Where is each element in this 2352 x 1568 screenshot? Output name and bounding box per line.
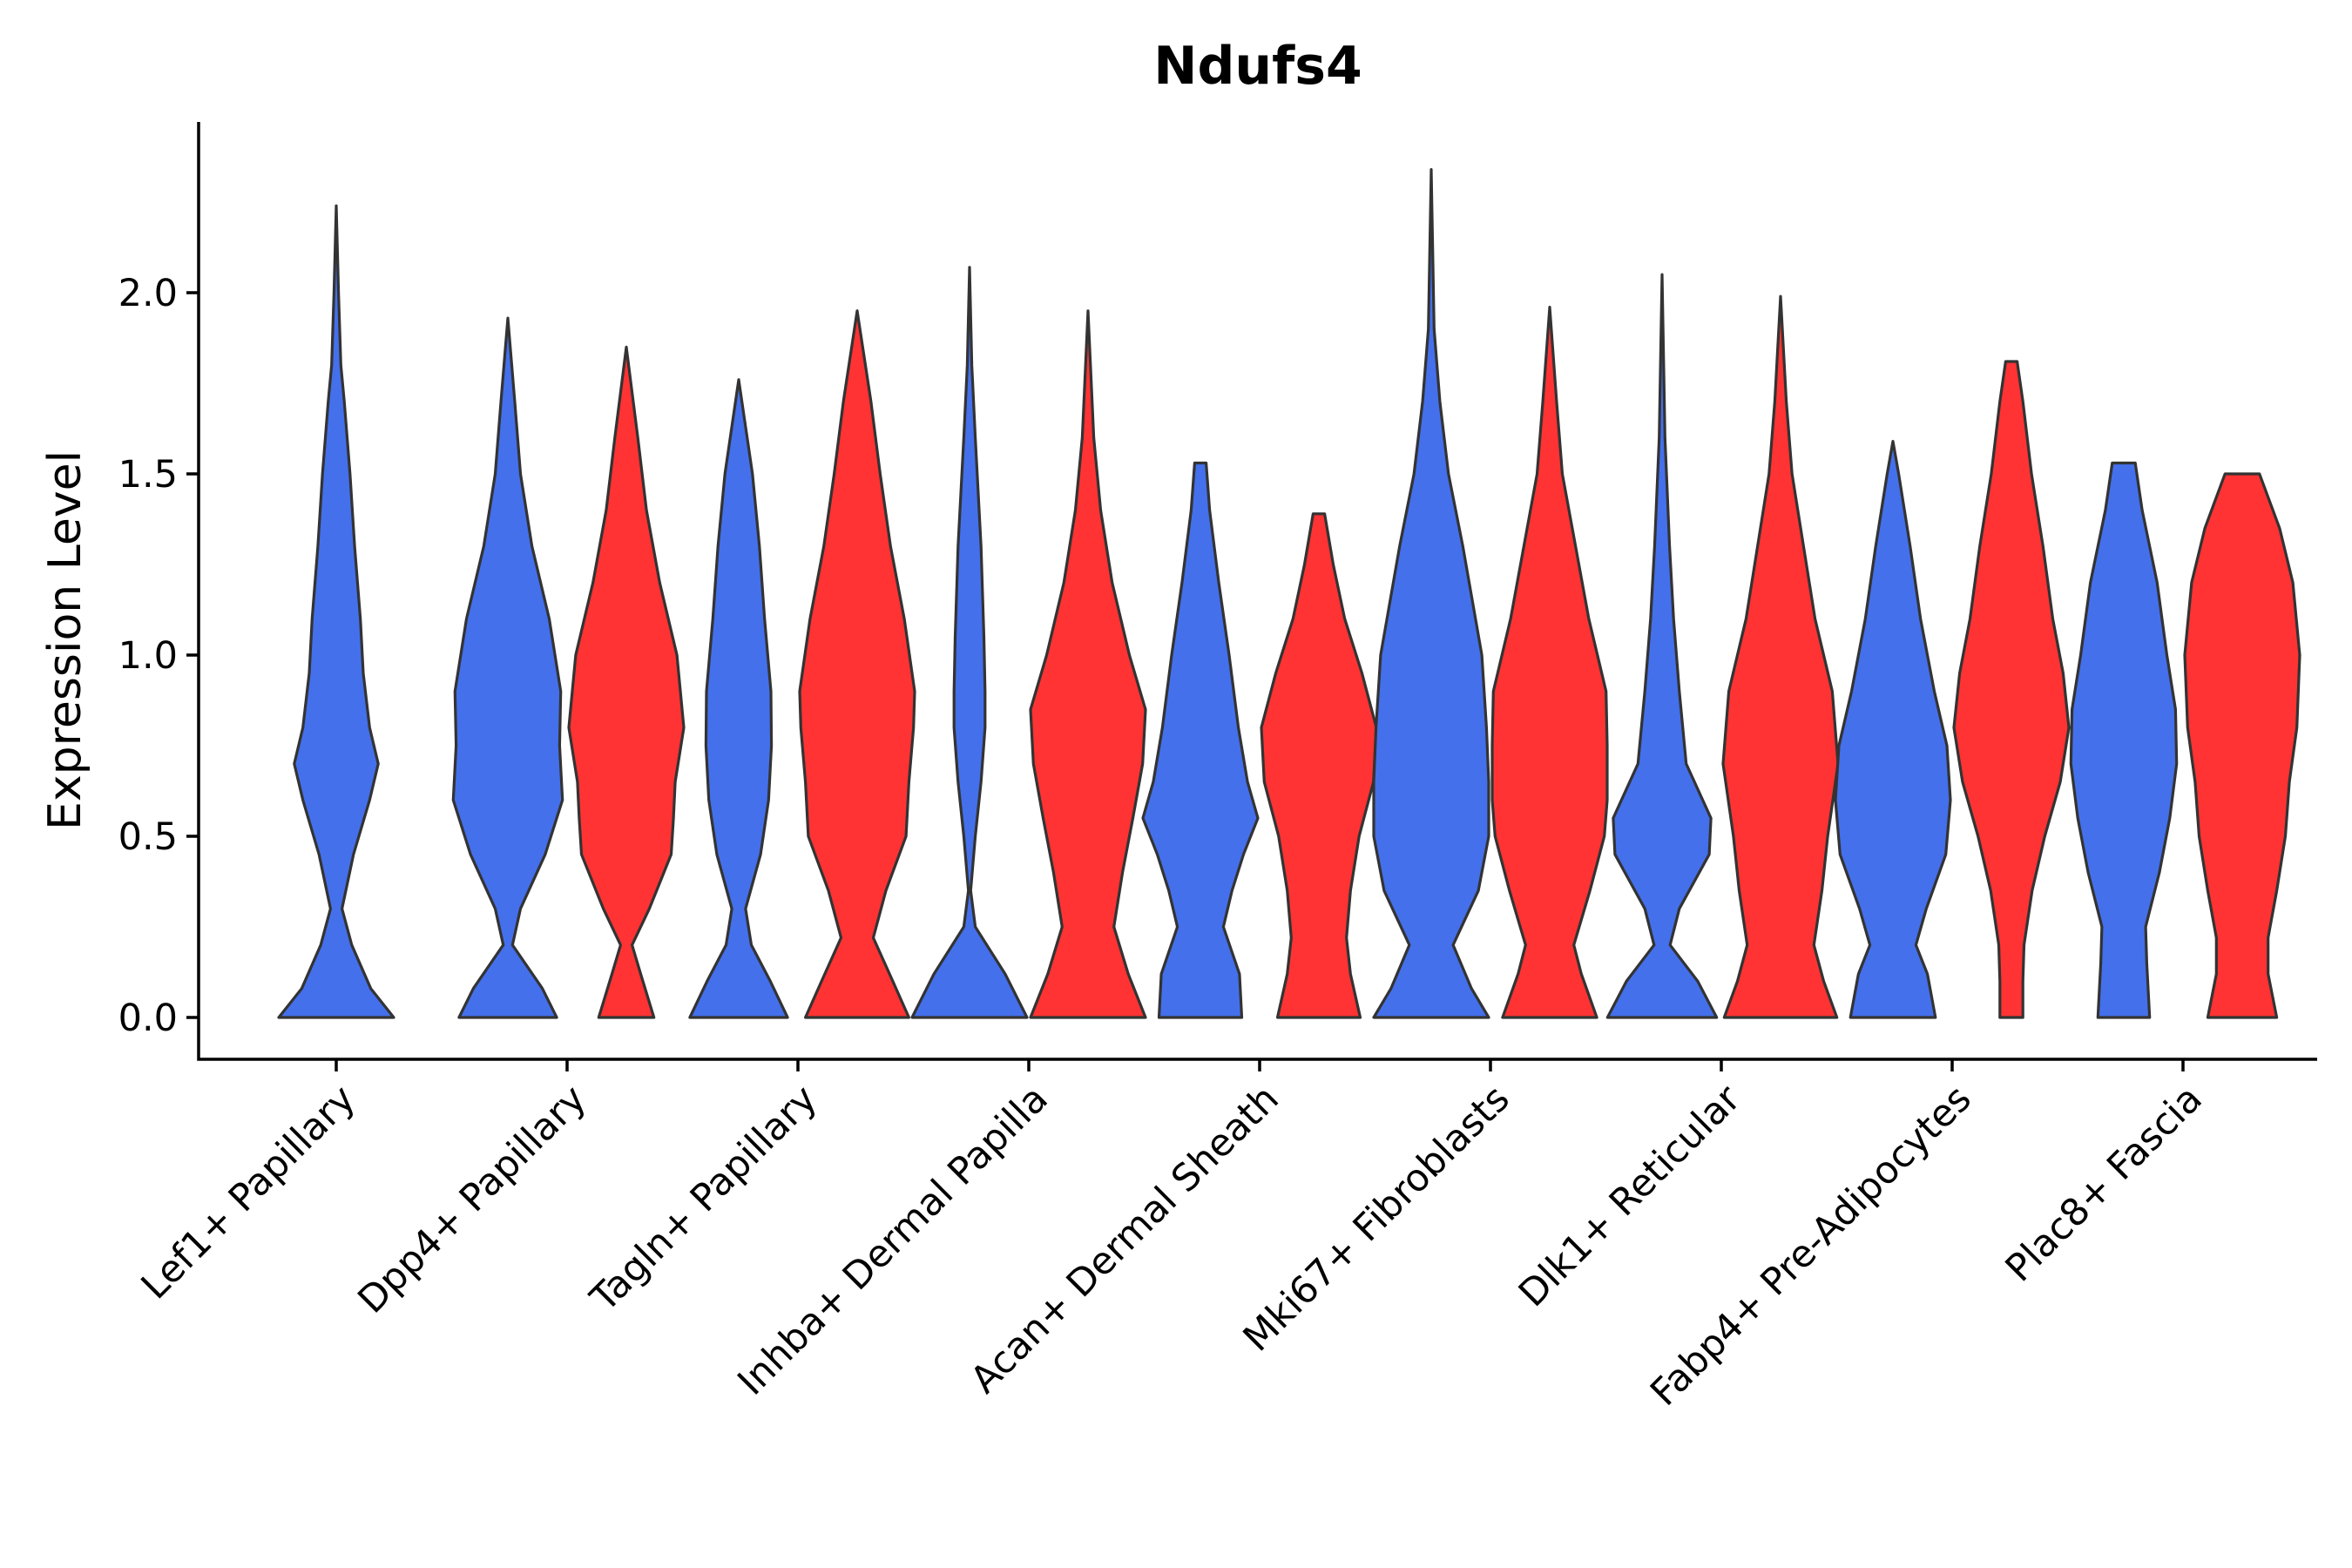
violin-plac8-fascia-group-1 [2069, 461, 2179, 1019]
x-tick-label: Plac8+ Fascia [1997, 1077, 2211, 1290]
x-tick-label: Tagln+ Papillary [582, 1077, 826, 1321]
y-tick-label: 1.0 [118, 634, 178, 678]
violin-fabp4-pre-adipocytes-group-1 [1834, 440, 1952, 1019]
violin-lef1-papillary-group-1 [277, 204, 395, 1019]
violin-inhba-dermal-papilla-group-1 [910, 266, 1029, 1019]
x-tick-label: Dpp4+ Papillary [350, 1077, 595, 1321]
y-tick-label: 0.0 [118, 997, 178, 1040]
violin-inhba-dermal-papilla-group-2 [1029, 309, 1147, 1019]
violin-dlk1-reticular-group-2 [1721, 294, 1840, 1019]
axes-layer [197, 122, 2317, 1061]
violin-acan-dermal-sheath-group-1 [1141, 461, 1260, 1019]
violin-fabp4-pre-adipocytes-group-2 [1952, 360, 2071, 1019]
x-tick-label: Lef1+ Papillary [133, 1077, 364, 1308]
y-ticks: 0.0 0.5 1.0 1.5 2.0 [118, 272, 199, 1040]
violin-mki67-fibroblasts-group-2 [1490, 306, 1609, 1019]
violin-plac8-fascia-group-2 [2183, 472, 2301, 1019]
violin-tagln-papillary-group-2 [798, 309, 916, 1019]
violin-dpp4-papillary-group-1 [451, 316, 564, 1019]
violin-tagln-papillary-group-1 [688, 378, 789, 1019]
x-tick-label: Dlk1+ Reticular [1511, 1077, 1749, 1315]
y-tick-label: 1.5 [118, 453, 178, 497]
y-tick-label: 2.0 [118, 272, 178, 315]
violin-dlk1-reticular-group-1 [1605, 273, 1719, 1019]
violin-dpp4-papillary-group-2 [567, 345, 686, 1019]
violin-acan-dermal-sheath-group-2 [1260, 512, 1378, 1019]
axis-lines [197, 122, 2317, 1061]
y-axis-label: Expression Level [39, 450, 91, 830]
x-tick-label: Mki67+ Fibroblasts [1235, 1077, 1518, 1360]
chart-title: Ndufs4 [1153, 36, 1362, 97]
violin-mki67-fibroblasts-group-1 [1372, 168, 1490, 1019]
y-tick-label: 0.5 [118, 815, 178, 859]
violins-layer [277, 168, 2301, 1019]
